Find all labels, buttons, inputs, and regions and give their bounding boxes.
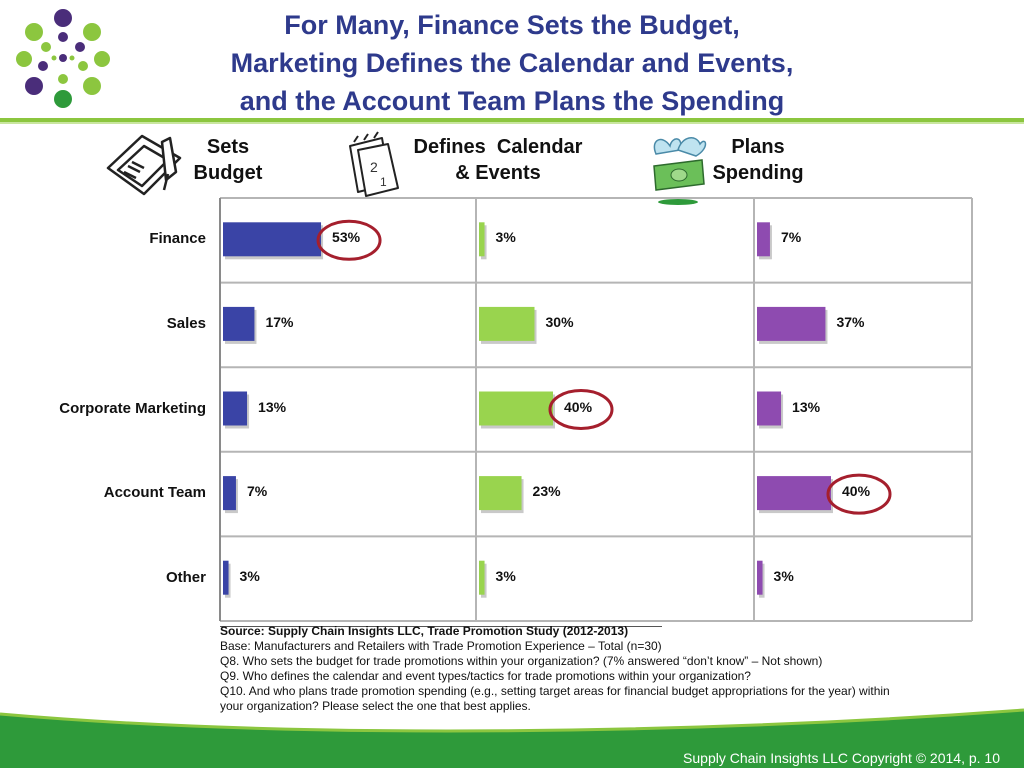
data-label: 40% <box>842 483 871 500</box>
title-line-1: For Many, Finance Sets the Budget, <box>284 10 740 40</box>
data-label: 3% <box>239 567 260 584</box>
svg-text:1: 1 <box>380 175 387 189</box>
notes-divider <box>220 626 662 627</box>
title-line-2: Marketing Defines the Calendar and Event… <box>230 48 794 78</box>
question-q10-line1: Q10. And who plans trade promotion spend… <box>220 684 890 698</box>
source-notes: Source: Supply Chain Insights LLC, Trade… <box>220 624 980 714</box>
category-label: Account Team <box>103 484 206 502</box>
data-label: 7% <box>246 483 268 500</box>
company-logo <box>16 9 110 108</box>
bar <box>757 391 782 426</box>
highlight-circle <box>316 219 382 261</box>
column-header-sets-budget: Sets Budget <box>180 134 276 186</box>
slide-title: For Many, Finance Sets the Budget, Marke… <box>150 6 874 120</box>
bar <box>479 560 485 595</box>
title-line-3: and the Account Team Plans the Spending <box>239 86 785 116</box>
highlight-circle <box>548 389 614 430</box>
data-label: 30% <box>545 313 574 330</box>
data-label: 3% <box>495 229 516 246</box>
data-label: 3% <box>773 567 794 584</box>
data-label: 3% <box>495 567 516 584</box>
column-header-line: Budget <box>193 162 263 184</box>
bar <box>757 476 831 511</box>
copyright-text: Supply Chain Insights LLC Copyright © 20… <box>683 750 1000 766</box>
title-divider <box>0 118 1024 122</box>
category-label: Sales <box>166 314 206 332</box>
bar <box>479 306 535 341</box>
data-label: 7% <box>780 229 802 246</box>
svg-text:2: 2 <box>370 159 378 175</box>
column-header-line: & Events <box>455 162 541 184</box>
column-header-plans-spending: Plans Spending <box>700 134 816 186</box>
highlight-circle <box>826 473 892 515</box>
bar <box>223 306 255 341</box>
column-header-line: Defines Calendar <box>413 136 583 158</box>
bar <box>479 476 522 511</box>
column-header-line: Plans <box>731 136 785 158</box>
flying-money-icon <box>653 137 707 205</box>
question-q10-line2: your organization? Please select the one… <box>220 699 531 713</box>
data-label: 23% <box>532 483 561 500</box>
category-label: Finance <box>149 230 206 248</box>
category-label: Corporate Marketing <box>59 399 206 417</box>
source-line: Source: Supply Chain Insights LLC, Trade… <box>220 624 629 638</box>
bar-chart-grid <box>219 197 973 622</box>
title-divider-shadow <box>0 122 1024 124</box>
calendar-icon: 2 1 <box>349 131 399 197</box>
question-q8: Q8. Who sets the budget for trade promot… <box>220 654 823 668</box>
bar <box>479 391 553 426</box>
bar <box>757 306 826 341</box>
data-label: 53% <box>332 229 361 246</box>
bar <box>757 560 763 595</box>
checkbook-icon <box>106 134 182 196</box>
bar <box>479 222 485 257</box>
category-label: Other <box>165 568 206 586</box>
footer-band <box>0 708 1024 768</box>
column-header-defines-calendar: Defines Calendar & Events <box>398 134 598 186</box>
data-label: 40% <box>564 398 593 415</box>
question-q9: Q9. Who defines the calendar and event t… <box>220 669 751 683</box>
data-label: 17% <box>265 313 294 330</box>
bar <box>757 222 770 257</box>
base-line: Base: Manufacturers and Retailers with T… <box>220 639 662 653</box>
data-label: 37% <box>836 313 865 330</box>
bar <box>223 560 229 595</box>
bar <box>223 222 322 257</box>
column-header-line: Sets <box>206 136 250 158</box>
data-label: 13% <box>792 398 821 415</box>
column-header-line: Spending <box>712 162 804 184</box>
data-label: 13% <box>258 398 287 415</box>
bar <box>223 476 236 511</box>
bar <box>223 391 248 426</box>
